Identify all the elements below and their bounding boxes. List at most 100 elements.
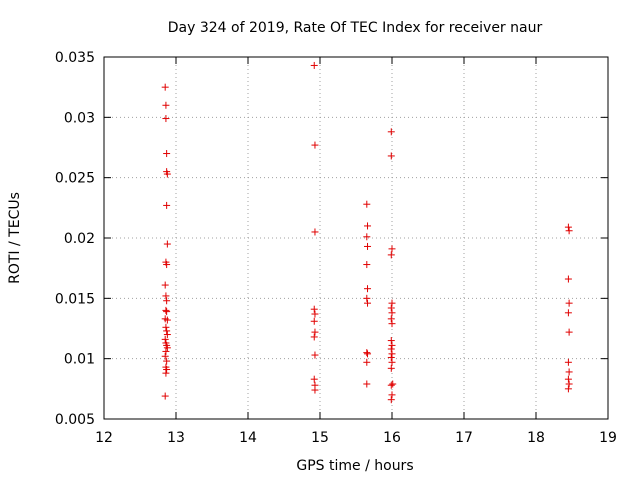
- data-point: [564, 275, 572, 283]
- data-point: [311, 386, 319, 394]
- x-axis-title: GPS time / hours: [296, 458, 413, 474]
- data-point: [565, 227, 573, 235]
- data-point: [388, 391, 396, 399]
- y-tick-label: 0.03: [64, 110, 95, 126]
- data-point: [564, 223, 572, 231]
- data-point: [387, 315, 395, 323]
- data-point: [310, 61, 318, 69]
- data-point: [310, 305, 318, 313]
- data-point: [310, 317, 318, 325]
- y-tick-label: 0.025: [55, 171, 95, 187]
- data-point: [311, 310, 319, 318]
- data-points: [161, 61, 573, 404]
- data-point: [310, 375, 318, 383]
- data-point: [388, 245, 396, 253]
- data-point: [387, 128, 395, 136]
- data-point: [387, 251, 395, 259]
- data-point: [161, 392, 169, 400]
- data-point: [161, 335, 169, 343]
- data-point: [163, 327, 171, 335]
- x-tick-label: 13: [167, 430, 185, 446]
- data-point: [161, 281, 169, 289]
- data-point: [364, 299, 372, 307]
- data-point: [363, 294, 371, 302]
- data-point: [363, 233, 371, 241]
- data-point: [564, 385, 572, 393]
- data-point: [387, 152, 395, 160]
- data-point: [163, 261, 171, 269]
- data-point: [387, 345, 395, 353]
- data-point: [311, 328, 319, 336]
- data-point: [364, 242, 372, 250]
- y-axis-ticks: 0.005 0.01 0.015 0.02 0.025 0.03 0.035: [55, 50, 608, 428]
- y-tick-label: 0.01: [64, 352, 95, 368]
- data-point: [565, 328, 573, 336]
- data-point: [162, 101, 170, 109]
- data-point: [161, 83, 169, 91]
- data-point: [163, 201, 171, 209]
- data-point: [162, 369, 170, 377]
- data-point: [564, 358, 572, 366]
- data-point: [387, 304, 395, 312]
- y-tick-label: 0.005: [55, 412, 95, 428]
- data-point: [163, 150, 171, 158]
- data-point: [387, 381, 395, 389]
- data-point: [388, 350, 396, 358]
- plot-frame: [103, 56, 609, 420]
- data-point: [565, 368, 573, 376]
- data-point: [388, 320, 396, 328]
- x-tick-label: 17: [455, 430, 473, 446]
- data-point: [163, 331, 171, 339]
- data-point: [163, 308, 171, 316]
- data-point: [311, 141, 319, 149]
- y-tick-label: 0.035: [55, 50, 95, 66]
- data-point: [163, 344, 171, 352]
- x-tick-label: 19: [599, 430, 617, 446]
- data-point: [387, 364, 395, 372]
- data-point: [310, 333, 318, 341]
- data-point: [363, 380, 371, 388]
- chart-title: Day 324 of 2019, Rate Of TEC Index for r…: [168, 20, 543, 36]
- data-point: [388, 341, 396, 349]
- data-point: [387, 396, 395, 404]
- x-tick-label: 18: [527, 430, 545, 446]
- y-tick-label: 0.02: [64, 231, 95, 247]
- y-axis-title: ROTI / TECUs: [7, 192, 23, 284]
- data-point: [311, 351, 319, 359]
- data-point: [163, 170, 171, 178]
- data-point: [565, 380, 573, 388]
- data-point: [364, 285, 372, 293]
- data-point: [387, 353, 395, 361]
- data-point: [163, 366, 171, 374]
- data-point: [389, 380, 397, 388]
- data-point: [364, 222, 372, 230]
- x-axis-ticks: 12 13 14 15 16 17 18 19: [95, 57, 617, 446]
- data-point: [363, 349, 371, 357]
- data-point: [388, 309, 396, 317]
- data-point: [564, 309, 572, 317]
- x-tick-label: 15: [311, 430, 329, 446]
- data-point: [363, 200, 371, 208]
- data-point: [163, 297, 171, 305]
- data-point: [163, 316, 171, 324]
- data-point: [311, 228, 319, 236]
- data-point: [564, 375, 572, 383]
- x-tick-label: 14: [239, 430, 257, 446]
- data-point: [162, 292, 170, 300]
- data-point: [388, 299, 396, 307]
- data-point: [163, 240, 171, 248]
- data-point: [363, 358, 371, 366]
- data-point: [162, 306, 170, 314]
- data-point: [162, 347, 170, 355]
- grid-layer: [104, 57, 608, 419]
- data-point: [162, 323, 170, 331]
- data-point: [163, 357, 171, 365]
- x-tick-label: 12: [95, 430, 113, 446]
- y-tick-label: 0.015: [55, 291, 95, 307]
- data-point: [387, 337, 395, 345]
- data-point: [162, 115, 170, 123]
- data-point: [363, 261, 371, 269]
- data-point: [388, 358, 396, 366]
- data-point: [364, 350, 372, 358]
